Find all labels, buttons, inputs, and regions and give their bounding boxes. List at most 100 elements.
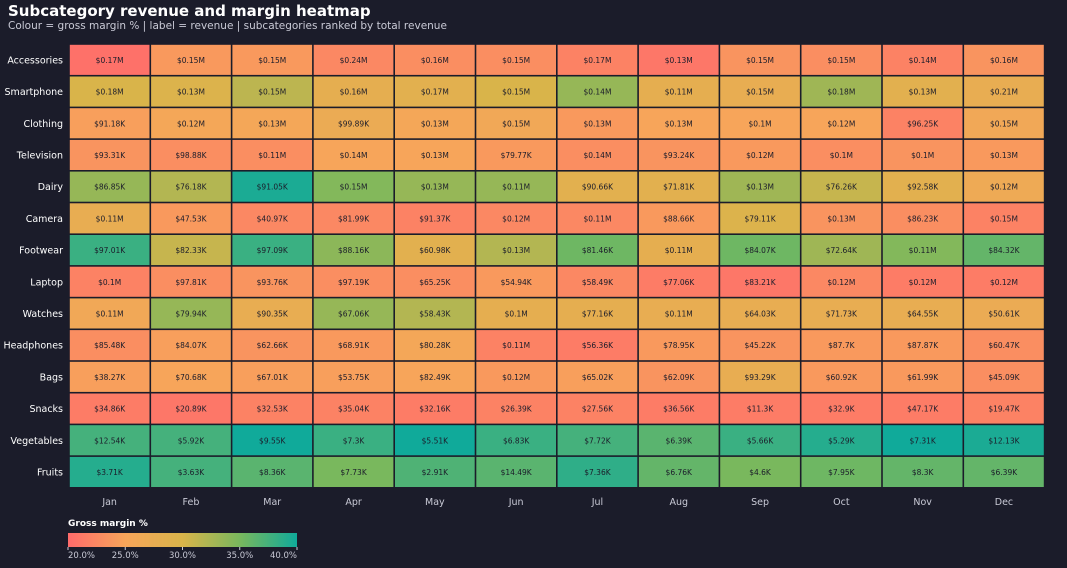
heatmap-cell	[69, 139, 150, 170]
heatmap-cell	[151, 361, 231, 392]
colorbar-gradient	[68, 533, 297, 547]
cell-value-label: $92.58K	[907, 183, 939, 192]
cell-value-label: $91.05K	[257, 183, 289, 192]
cell-value-label: $84.32K	[988, 246, 1020, 255]
colorbar-tick-label: 35.0%	[226, 551, 253, 561]
heatmap-cell	[232, 425, 313, 456]
heatmap-cell	[313, 298, 394, 329]
cell-value-label: $0.14M	[583, 151, 611, 160]
heatmap-cell	[882, 266, 963, 297]
cell-value-label: $14.49K	[501, 468, 533, 477]
heatmap-cell	[313, 425, 394, 456]
heatmap-cell	[395, 235, 475, 266]
x-tick-label: Jan	[101, 497, 117, 508]
cell-value-label: $8.36K	[259, 468, 286, 477]
heatmap-cell	[69, 393, 150, 424]
heatmap-cell	[882, 298, 963, 329]
heatmap-cell	[395, 203, 475, 234]
cell-value-label: $0.13M	[421, 151, 449, 160]
cell-value-label: $0.13M	[421, 119, 449, 128]
heatmap-cell	[69, 235, 150, 266]
cell-value-label: $0.15M	[990, 119, 1018, 128]
x-tick-label: May	[425, 497, 445, 508]
heatmap-cell	[801, 425, 882, 456]
heatmap-cell	[313, 139, 394, 170]
heatmap-cell	[232, 266, 313, 297]
heatmap-cell	[801, 393, 882, 424]
heatmap-cell	[557, 203, 638, 234]
cell-value-label: $0.13M	[909, 88, 937, 97]
heatmap-cell	[720, 108, 800, 139]
cell-value-label: $68.91K	[338, 341, 370, 350]
heatmap-cell	[801, 203, 882, 234]
cell-value-label: $27.56K	[582, 405, 614, 414]
cell-value-label: $11.3K	[747, 405, 774, 414]
cell-value-label: $86.85K	[94, 183, 126, 192]
heatmap-cell	[557, 361, 638, 392]
heatmap-cell	[313, 330, 394, 361]
heatmap-cell	[232, 330, 313, 361]
heatmap-cell	[638, 393, 719, 424]
heatmap-cell	[557, 393, 638, 424]
cell-value-label: $0.18M	[827, 88, 855, 97]
cell-value-label: $34.86K	[94, 405, 126, 414]
heatmap-cell	[476, 139, 556, 170]
heatmap-cell	[801, 76, 882, 107]
heatmap-cell	[395, 425, 475, 456]
cell-value-label: $64.55K	[907, 309, 939, 318]
cell-value-label: $47.53K	[175, 214, 207, 223]
cell-value-label: $6.83K	[503, 436, 530, 445]
cell-value-label: $90.35K	[257, 309, 289, 318]
cell-value-label: $56.36K	[582, 341, 614, 350]
heatmap-cell	[151, 330, 231, 361]
cell-value-label: $99.89K	[338, 119, 370, 128]
cell-value-label: $0.15M	[258, 88, 286, 97]
heatmap-cell	[638, 171, 719, 202]
heatmap-cell	[720, 266, 800, 297]
colorbar-tick-label: 30.0%	[169, 551, 196, 561]
cell-value-label: $0.11M	[502, 341, 530, 350]
y-tick-label: Laptop	[30, 277, 63, 288]
cell-value-label: $60.47K	[988, 341, 1020, 350]
heatmap-cell	[151, 235, 231, 266]
heatmap-cell	[964, 76, 1044, 107]
cell-value-label: $3.63K	[178, 468, 205, 477]
cell-value-label: $71.81K	[663, 183, 695, 192]
heatmap-cell	[69, 171, 150, 202]
cell-value-label: $0.11M	[583, 214, 611, 223]
cell-value-label: $6.76K	[666, 468, 693, 477]
heatmap-cell	[476, 171, 556, 202]
cell-value-label: $7.3K	[343, 436, 366, 445]
heatmap-cell	[557, 76, 638, 107]
cell-value-label: $60.92K	[826, 373, 858, 382]
cell-value-label: $7.73K	[340, 468, 367, 477]
cell-value-label: $45.22K	[744, 341, 776, 350]
heatmap-cell	[882, 76, 963, 107]
cell-value-label: $90.66K	[582, 183, 614, 192]
heatmap-cell	[151, 266, 231, 297]
heatmap-cells: $0.17M $0.15M $0.15M $0.24M $0.16M $0.15M $0.1…	[69, 44, 1044, 487]
heatmap-cell	[557, 235, 638, 266]
heatmap-cell	[638, 456, 719, 487]
heatmap-cell	[232, 171, 313, 202]
x-tick-label: Feb	[183, 497, 200, 508]
x-tick-label: Apr	[345, 497, 362, 508]
cell-value-label: $0.17M	[421, 88, 449, 97]
heatmap-cell	[964, 108, 1044, 139]
heatmap-cell	[557, 44, 638, 75]
cell-value-label: $32.16K	[419, 405, 451, 414]
cell-value-label: $83.21K	[744, 278, 776, 287]
heatmap-cell	[151, 456, 231, 487]
heatmap-cell	[964, 330, 1044, 361]
heatmap-cell	[395, 361, 475, 392]
heatmap-cell	[395, 266, 475, 297]
heatmap-cell	[232, 361, 313, 392]
heatmap-cell	[476, 298, 556, 329]
cell-value-label: $5.29K	[828, 436, 855, 445]
colorbar-tick-label: 20.0%	[68, 551, 95, 561]
cell-value-label: $50.61K	[988, 309, 1020, 318]
cell-value-label: $0.15M	[177, 56, 205, 65]
cell-value-label: $77.06K	[663, 278, 695, 287]
heatmap-cell	[69, 266, 150, 297]
